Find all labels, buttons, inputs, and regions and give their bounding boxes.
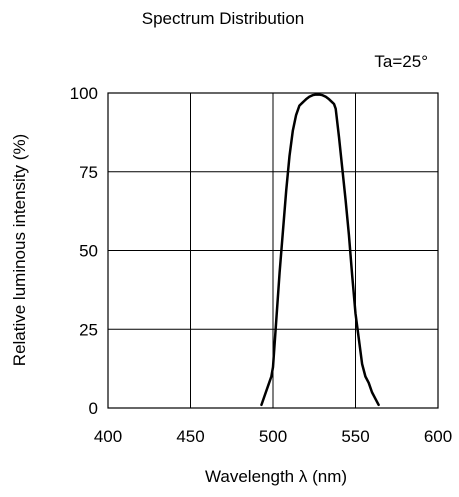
x-axis-label: Wavelength λ (nm) [205,467,347,486]
y-tick-label: 25 [79,320,98,339]
y-tick-label: 50 [79,242,98,261]
y-tick-labels: 0 25 50 75 100 [70,84,98,418]
x-tick-labels: 400 450 500 550 600 [94,427,452,446]
spectrum-curve [260,93,380,407]
x-tick-label: 500 [259,427,287,446]
plot-frame [107,92,439,409]
y-tick-label: 0 [89,399,98,418]
x-tick-label: 450 [176,427,204,446]
y-axis-label: Relative luminous intensity (%) [10,134,29,366]
chart-title: Spectrum Distribution [142,9,305,28]
y-tick-label: 75 [79,163,98,182]
x-tick-label: 600 [424,427,452,446]
y-tick-label: 100 [70,84,98,103]
temperature-note: Ta=25° [374,52,428,71]
x-tick-label: 550 [341,427,369,446]
x-tick-label: 400 [94,427,122,446]
